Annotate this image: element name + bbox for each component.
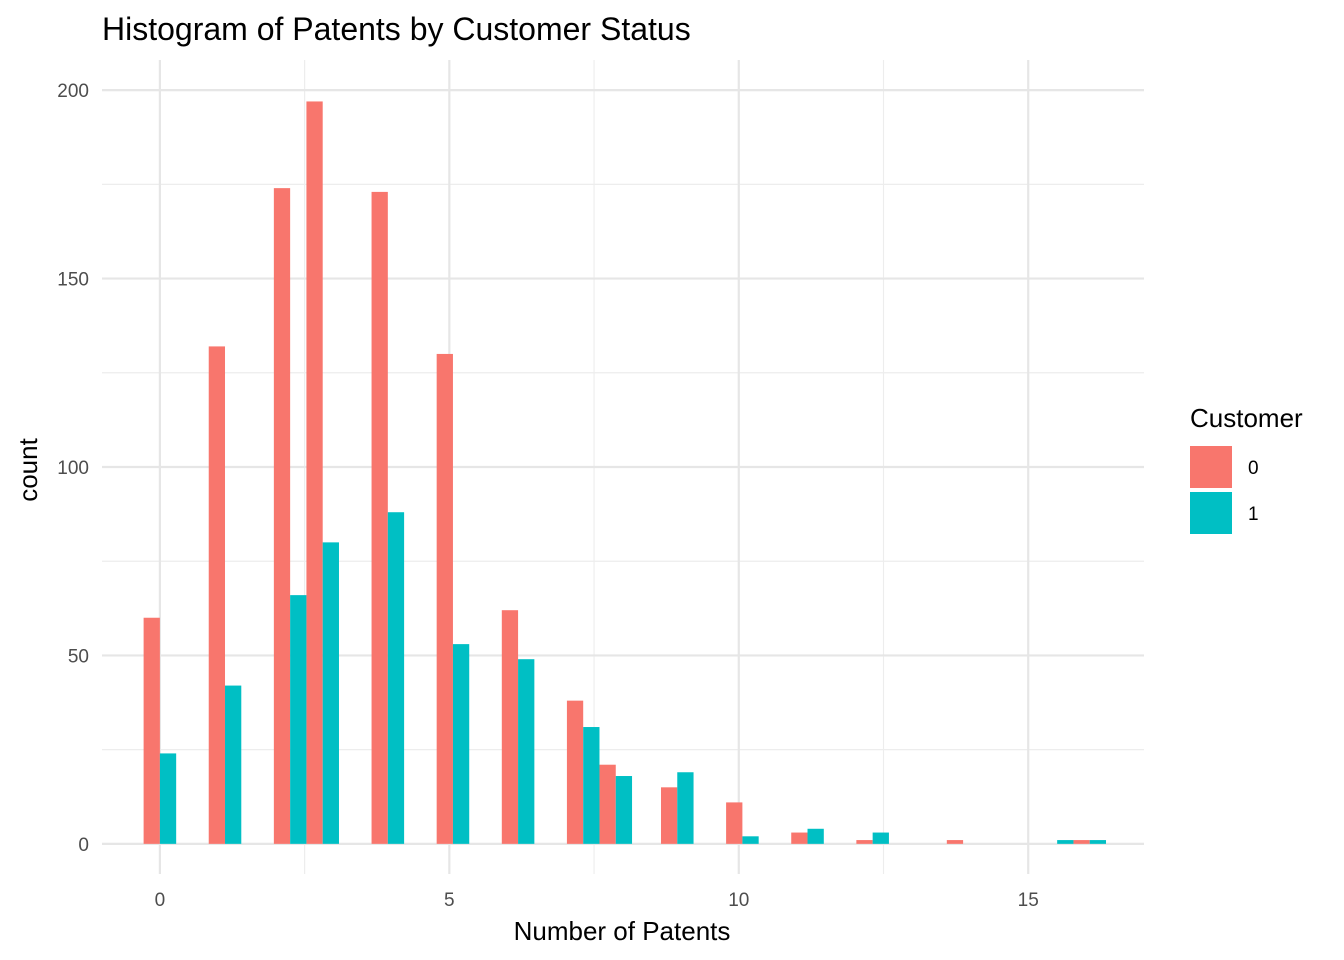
bar-customer-0 bbox=[306, 101, 323, 844]
legend-key-1 bbox=[1190, 492, 1232, 534]
bar-customer-0 bbox=[1073, 840, 1090, 844]
bar-customer-1 bbox=[677, 772, 694, 844]
y-axis-title: count bbox=[13, 437, 43, 501]
bar-customer-1 bbox=[159, 753, 177, 844]
y-tick-label: 200 bbox=[57, 81, 89, 102]
bar-customer-1 bbox=[225, 685, 242, 844]
y-tick-label: 150 bbox=[57, 270, 89, 291]
y-axis-ticks: 0 50 100 150 200 bbox=[57, 81, 89, 856]
legend-label-1: 1 bbox=[1248, 504, 1259, 525]
bar-customer-1 bbox=[322, 542, 339, 844]
chart-title: Histogram of Patents by Customer Status bbox=[102, 11, 691, 47]
y-tick-label: 0 bbox=[78, 835, 89, 856]
bar-customer-1 bbox=[1089, 840, 1107, 844]
bar-customer-1 bbox=[452, 644, 470, 844]
legend-key-0 bbox=[1190, 446, 1232, 488]
bar-customer-1 bbox=[290, 595, 307, 844]
legend-items: 01 bbox=[1190, 446, 1259, 534]
bar-customer-0 bbox=[436, 353, 453, 844]
x-axis-title: Number of Patents bbox=[514, 916, 731, 946]
bars bbox=[143, 101, 1107, 844]
x-tick-label: 5 bbox=[444, 890, 455, 911]
bar-customer-1 bbox=[518, 659, 535, 844]
bar-customer-1 bbox=[1057, 840, 1074, 844]
y-tick-label: 100 bbox=[57, 458, 89, 479]
x-tick-label: 10 bbox=[728, 890, 749, 911]
legend: Customer 01 bbox=[1190, 403, 1303, 534]
bar-customer-0 bbox=[371, 191, 388, 844]
bar-customer-0 bbox=[660, 787, 678, 844]
bar-customer-0 bbox=[566, 700, 584, 844]
bar-customer-0 bbox=[856, 840, 873, 844]
bar-customer-0 bbox=[726, 802, 743, 844]
bar-customer-1 bbox=[742, 836, 759, 844]
grid bbox=[102, 60, 1144, 874]
bar-customer-1 bbox=[807, 828, 824, 844]
legend-title: Customer bbox=[1190, 403, 1303, 433]
bar-customer-0 bbox=[273, 188, 291, 844]
bar-customer-1 bbox=[872, 832, 889, 844]
x-tick-label: 15 bbox=[1018, 890, 1039, 911]
x-axis-ticks: 0 5 10 15 bbox=[155, 890, 1039, 911]
bar-customer-0 bbox=[208, 346, 226, 844]
legend-label-0: 0 bbox=[1248, 458, 1259, 479]
bar-customer-1 bbox=[615, 776, 633, 844]
bar-customer-1 bbox=[387, 512, 405, 844]
y-tick-label: 50 bbox=[68, 646, 89, 667]
bar-customer-0 bbox=[501, 610, 519, 844]
bar-customer-0 bbox=[143, 617, 160, 844]
x-tick-label: 0 bbox=[155, 890, 166, 911]
bar-customer-0 bbox=[946, 840, 964, 844]
bar-customer-0 bbox=[599, 764, 616, 844]
bar-customer-0 bbox=[791, 832, 808, 844]
bar-customer-1 bbox=[583, 727, 600, 844]
